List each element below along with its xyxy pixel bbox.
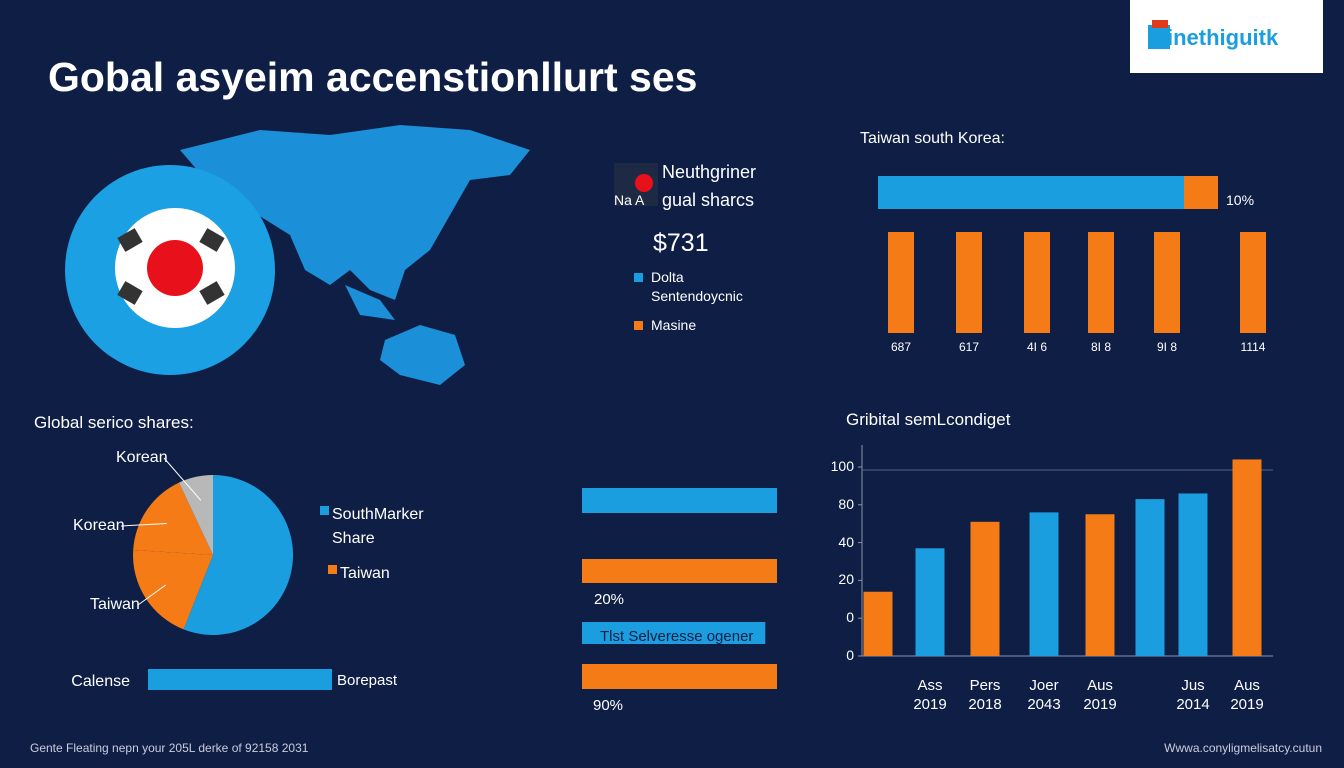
value-label: 10% [1226,192,1255,208]
bar [1178,493,1208,656]
x-tick-label: Jus 2014 [1176,677,1210,713]
footer: Wwwa.conyligmelisatcy.cutun [1164,741,1322,755]
bar [582,559,777,583]
bar-segment [1184,176,1218,209]
y-tick-label: Calense [71,673,130,690]
callout [120,523,167,527]
x-tick-label: 1114 [1240,340,1266,354]
chart-title: Taiwan south Korea: [860,130,1005,147]
pie-slice [183,475,293,635]
x-tick-label: 8I 8 [1090,340,1111,354]
trigram [199,228,225,252]
map [180,125,530,300]
logo-icon [1148,25,1170,49]
x-tick-label: 617 [958,340,980,354]
bar [582,488,777,513]
y-tick-label: 100 [830,458,854,474]
bar [1088,232,1114,333]
y-tick-label: 40 [838,533,854,550]
bar [1240,232,1266,333]
bar [1024,232,1050,333]
pie-slice [133,482,213,555]
bar [970,521,1000,656]
bar [863,591,893,656]
bar [1232,459,1262,656]
info-line: Neuthgriner [662,162,757,182]
legend-label: Masine [651,317,697,333]
map [345,285,395,320]
bar [148,669,332,690]
x-tick-label: Aus 2019 [1230,677,1264,713]
bar [956,232,982,333]
x-tick-label: Pers 2018 [968,677,1002,713]
legend-label: Taiwan [340,565,390,582]
annotation: Borepast [337,672,398,689]
y-tick-label: 20 [838,571,854,588]
bar-segment [878,176,1184,209]
bar [1135,499,1165,656]
slice-label: Korean [116,449,168,466]
callout [137,584,167,606]
bar [915,548,945,656]
info-icon-dot [635,174,653,192]
legend-detail: Sentendoycnic [651,288,743,304]
logo-text: inethiguitk [1167,25,1279,50]
y-tick-label: 80 [838,495,854,512]
info-badge: Na A [614,192,645,208]
map [380,325,465,385]
chart-title: Gribital semLcondiget [846,410,1011,429]
bar [1154,232,1180,333]
legend-swatch [634,321,643,330]
bar [582,664,777,689]
chart-title: Global serico shares: [34,413,194,432]
x-tick-label: Ass 2019 [913,677,947,713]
pie-slice [178,475,213,555]
y-tick-label: 0 [846,647,854,663]
pie-slice [133,549,213,630]
bar [1085,514,1115,656]
legend-swatch [634,273,643,282]
x-tick-label: Aus 2019 [1083,677,1117,713]
legend-swatch [320,506,329,515]
bar [1029,512,1059,656]
legend-label: Dolta [651,269,684,285]
trigram [117,281,143,305]
bar [582,622,766,644]
annotation: 20% [594,591,625,608]
x-tick-label: 9I 8 [1156,340,1177,354]
trigram [199,281,225,305]
logo-icon [1152,20,1168,28]
x-tick-label: 4I 6 [1026,340,1047,354]
footer: Gente Fleating nepn your 205L derke of 9… [30,741,309,755]
amount: $731 [653,229,709,257]
info-line: gual sharcs [662,190,755,210]
bar [888,232,914,333]
trigram [117,228,143,252]
y-tick-label: 0 [846,609,854,626]
annotation: 90% [593,697,624,714]
slice-label: Korean [73,517,125,534]
slice-label: Taiwan [90,596,140,613]
callout [163,457,202,501]
flag-center [147,240,203,296]
legend-label: SouthMarker Share [332,506,424,547]
legend-swatch [328,565,337,574]
x-tick-label: 687 [890,340,912,354]
title: Gobal asyeim accenstionllurt ses [48,54,698,100]
annotation: Tlst Selveresse ogener [600,628,754,645]
x-tick-label: Joer 2043 [1027,677,1061,713]
